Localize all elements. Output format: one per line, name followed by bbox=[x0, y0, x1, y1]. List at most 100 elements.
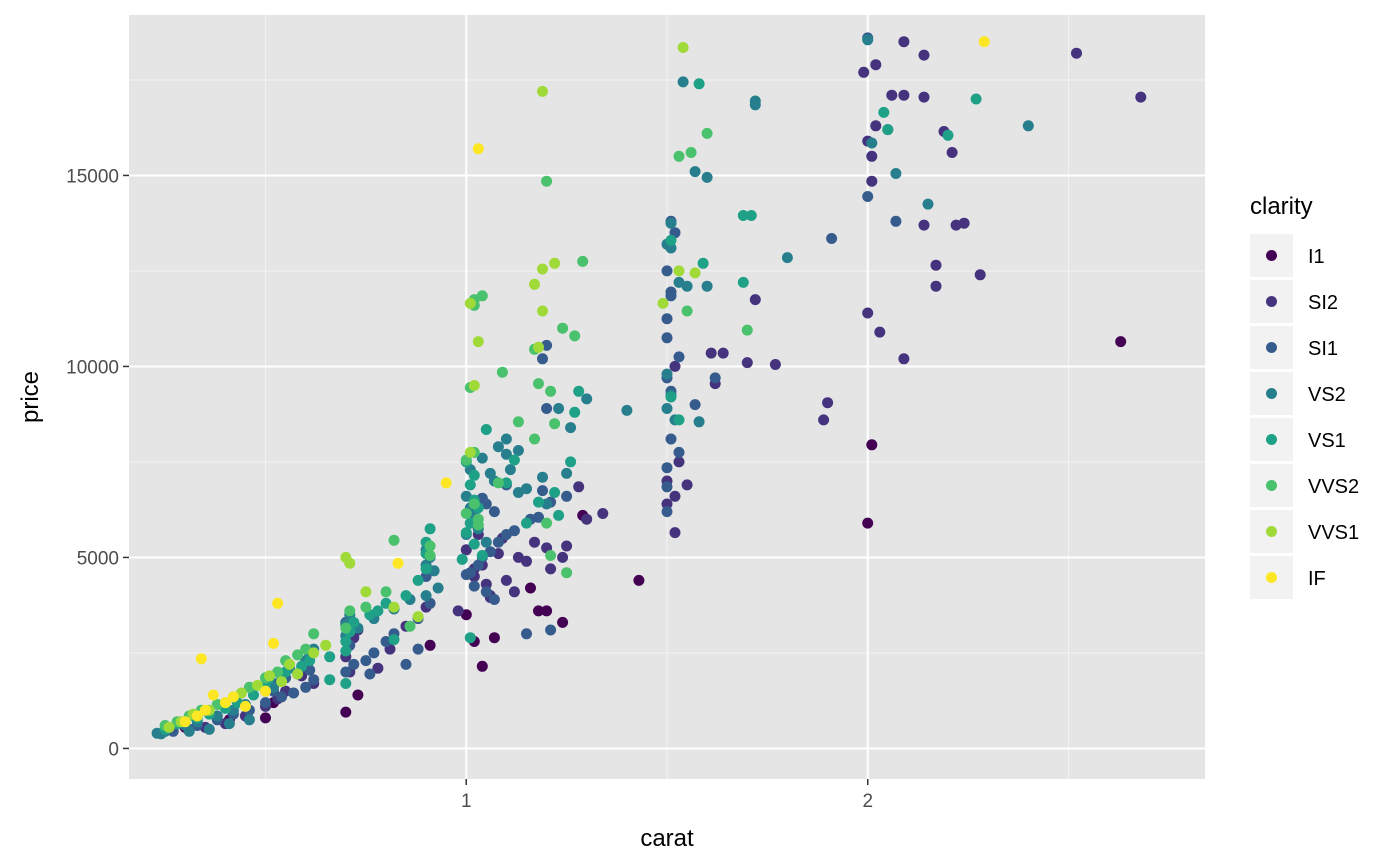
data-point bbox=[573, 385, 585, 397]
data-point bbox=[500, 574, 512, 586]
data-point bbox=[292, 649, 304, 661]
data-point bbox=[689, 166, 701, 178]
data-point bbox=[260, 697, 271, 709]
data-point bbox=[882, 124, 894, 136]
data-point bbox=[705, 347, 717, 359]
data-point bbox=[693, 78, 705, 90]
data-point bbox=[492, 441, 504, 453]
data-point bbox=[741, 357, 753, 369]
data-point bbox=[685, 147, 697, 158]
data-point bbox=[661, 265, 673, 277]
data-point bbox=[420, 563, 432, 575]
data-point bbox=[512, 416, 524, 428]
data-point bbox=[324, 651, 336, 663]
data-point bbox=[898, 36, 910, 48]
data-point bbox=[661, 506, 673, 518]
data-point bbox=[512, 445, 524, 456]
data-point bbox=[890, 168, 902, 179]
data-point bbox=[545, 550, 557, 561]
data-point bbox=[292, 668, 304, 680]
data-point bbox=[661, 462, 673, 474]
data-point bbox=[958, 217, 970, 229]
data-point bbox=[227, 691, 239, 703]
data-point bbox=[665, 433, 677, 445]
data-point bbox=[701, 171, 713, 183]
data-point bbox=[561, 567, 573, 579]
data-point bbox=[681, 479, 693, 491]
data-point bbox=[689, 399, 701, 411]
data-point bbox=[597, 508, 609, 519]
data-point bbox=[440, 477, 452, 489]
data-point bbox=[549, 487, 561, 498]
data-point bbox=[191, 710, 203, 722]
data-point bbox=[677, 76, 689, 88]
data-point bbox=[681, 305, 693, 317]
data-point bbox=[272, 597, 284, 609]
data-point bbox=[276, 676, 288, 688]
data-points bbox=[151, 32, 1147, 740]
data-point bbox=[533, 605, 544, 617]
legend-label: I1 bbox=[1308, 246, 1325, 268]
data-point bbox=[308, 647, 320, 659]
data-point bbox=[581, 393, 593, 405]
data-point bbox=[460, 569, 472, 581]
data-point bbox=[661, 403, 673, 414]
data-point bbox=[340, 636, 352, 647]
data-point bbox=[826, 233, 838, 244]
data-point bbox=[488, 594, 500, 605]
data-point bbox=[581, 513, 593, 525]
data-point bbox=[693, 416, 705, 428]
data-point bbox=[344, 557, 356, 569]
data-point bbox=[557, 551, 569, 563]
data-point bbox=[412, 574, 424, 586]
data-point bbox=[412, 643, 424, 655]
data-point bbox=[661, 498, 673, 510]
data-point bbox=[533, 378, 544, 390]
data-point bbox=[508, 586, 520, 598]
data-point bbox=[452, 605, 464, 617]
data-point bbox=[669, 527, 681, 539]
data-point bbox=[533, 496, 544, 508]
data-point bbox=[340, 666, 352, 678]
data-point bbox=[862, 34, 874, 46]
data-point bbox=[657, 297, 669, 309]
data-point bbox=[549, 257, 561, 269]
data-point bbox=[918, 49, 930, 61]
y-axis: 0 5000 10000 15000 bbox=[66, 166, 129, 760]
data-point bbox=[537, 353, 548, 365]
data-point bbox=[673, 414, 685, 426]
data-point bbox=[749, 99, 761, 111]
data-point bbox=[665, 217, 677, 229]
data-point bbox=[179, 716, 191, 728]
data-point bbox=[424, 523, 436, 535]
data-point bbox=[521, 517, 532, 529]
data-point bbox=[569, 330, 581, 342]
data-point bbox=[264, 670, 275, 682]
data-point bbox=[496, 366, 508, 378]
data-point bbox=[573, 481, 585, 493]
data-point bbox=[545, 563, 557, 575]
data-point bbox=[468, 538, 480, 550]
data-point bbox=[918, 91, 930, 103]
data-point bbox=[300, 681, 312, 693]
data-point bbox=[424, 540, 436, 552]
legend-swatch bbox=[1266, 526, 1277, 537]
data-point bbox=[372, 662, 384, 674]
data-point bbox=[665, 290, 677, 302]
data-point bbox=[276, 691, 288, 703]
data-point bbox=[533, 341, 544, 353]
data-point bbox=[344, 605, 356, 617]
data-point bbox=[633, 574, 645, 586]
data-point bbox=[360, 655, 372, 667]
y-tick-label: 10000 bbox=[66, 357, 119, 378]
data-point bbox=[460, 544, 472, 556]
data-point bbox=[243, 714, 255, 726]
data-point bbox=[537, 305, 548, 317]
data-point bbox=[404, 620, 416, 632]
data-point bbox=[500, 448, 512, 460]
data-point bbox=[288, 687, 300, 699]
data-point bbox=[488, 506, 500, 518]
data-point bbox=[320, 639, 332, 651]
